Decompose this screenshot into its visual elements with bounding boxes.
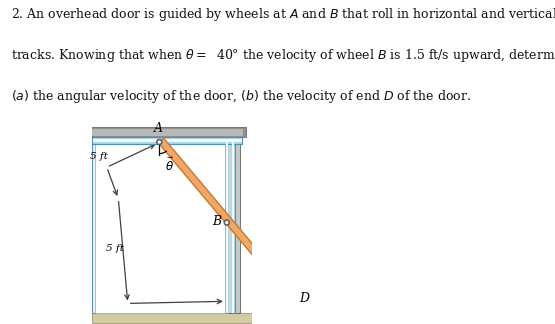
Text: 5 ft: 5 ft xyxy=(90,152,108,161)
Bar xyxy=(93,139,241,142)
Bar xyxy=(92,129,243,136)
Bar xyxy=(92,137,242,144)
Bar xyxy=(225,142,229,314)
Bar xyxy=(232,142,235,314)
Text: $\vec{\theta}$: $\vec{\theta}$ xyxy=(164,157,174,174)
Circle shape xyxy=(224,220,229,225)
Bar xyxy=(236,137,240,314)
Bar xyxy=(95,139,225,314)
Text: D: D xyxy=(299,292,309,305)
Text: B: B xyxy=(212,215,221,228)
Circle shape xyxy=(157,140,162,145)
Bar xyxy=(233,142,234,314)
Bar xyxy=(225,137,240,314)
Bar xyxy=(92,137,226,314)
Bar xyxy=(226,142,228,314)
Text: tracks. Knowing that when $\theta =\;$ 40° the velocity of wheel $B$ is 1.5 ft/s: tracks. Knowing that when $\theta =\;$ 4… xyxy=(11,47,555,64)
Bar xyxy=(92,314,263,323)
Text: A: A xyxy=(154,122,163,135)
Bar xyxy=(92,127,246,137)
Text: $(a)$ the angular velocity of the door, $(b)$ the velocity of end $D$ of the doo: $(a)$ the angular velocity of the door, … xyxy=(11,88,471,105)
Text: 5 ft: 5 ft xyxy=(106,245,124,253)
Polygon shape xyxy=(158,138,299,304)
Bar xyxy=(229,142,232,314)
Text: 2. An overhead door is guided by wheels at $A$ and $B$ that roll in horizontal a: 2. An overhead door is guided by wheels … xyxy=(11,6,555,23)
